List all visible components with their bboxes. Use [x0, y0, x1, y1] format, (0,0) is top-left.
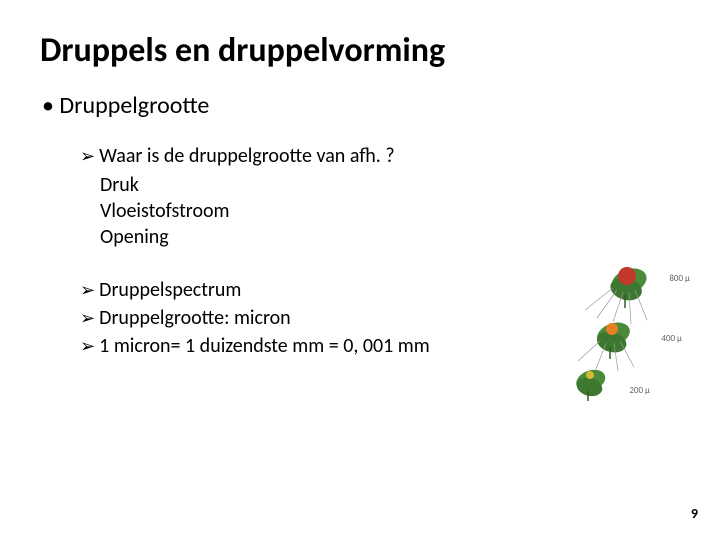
slide-container: Druppels en druppelvorming Druppelgroott…	[0, 0, 720, 540]
answer-item: Druk	[100, 172, 680, 198]
answer-item: Opening	[100, 224, 680, 250]
subheading: Druppelgrootte	[42, 91, 680, 120]
droplet-leaf-illustration: 800 μ 400 μ 200 μ	[550, 255, 690, 405]
page-number: 9	[691, 505, 698, 522]
drop-size-label-small: 200 μ	[629, 385, 650, 396]
slide-title: Druppels en druppelvorming	[40, 30, 680, 71]
drop-size-label-large: 800 μ	[669, 273, 690, 284]
question-line: Waar is de druppelgrootte van afh. ?	[80, 144, 680, 168]
answers-block: Druk Vloeistofstroom Opening	[40, 172, 680, 250]
drop-size-label-medium: 400 μ	[661, 333, 682, 344]
answer-item: Vloeistofstroom	[100, 198, 680, 224]
